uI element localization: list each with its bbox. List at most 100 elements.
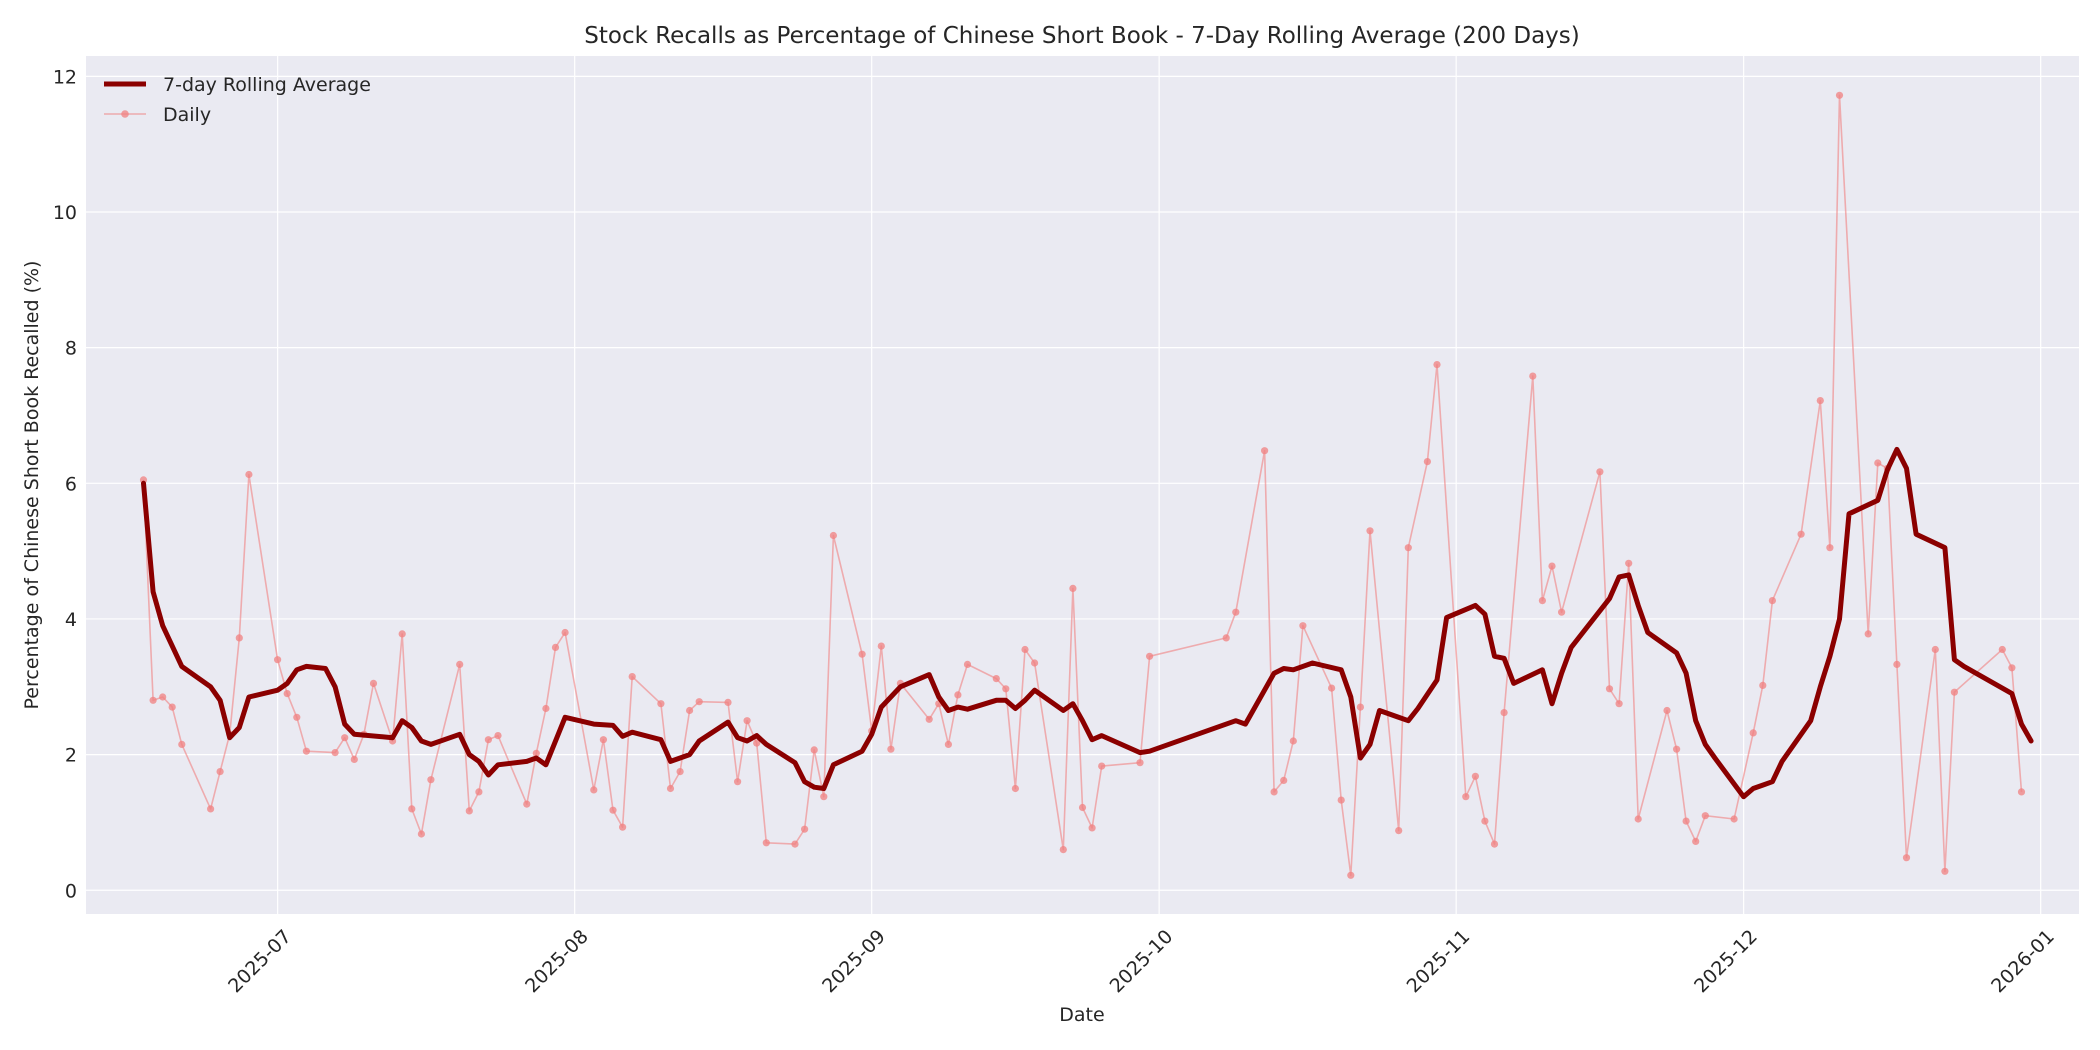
daily-point	[666, 784, 675, 793]
daily-point	[1692, 837, 1700, 846]
daily-point	[369, 679, 378, 688]
daily-point	[810, 746, 818, 754]
daily-point	[1749, 729, 1757, 737]
daily-point	[1538, 597, 1546, 605]
daily-point	[427, 776, 435, 784]
daily-point	[1941, 867, 1949, 875]
y-tick-label: 2	[65, 745, 77, 767]
daily-point	[1078, 803, 1087, 812]
daily-point	[1931, 645, 1939, 654]
rolling-average-line	[141, 446, 2034, 800]
daily-point	[1529, 372, 1537, 380]
daily-point	[1232, 608, 1240, 616]
daily-point	[1816, 397, 1824, 405]
daily-point	[1682, 817, 1690, 825]
daily-point	[1289, 737, 1297, 745]
daily-point	[1768, 597, 1776, 605]
daily-point	[1998, 645, 2006, 654]
daily-point	[551, 643, 560, 652]
daily-point	[274, 656, 282, 664]
daily-point	[657, 700, 665, 708]
daily-point	[523, 800, 531, 808]
daily-point	[1356, 703, 1364, 711]
plot-area	[86, 56, 2079, 914]
daily-point	[877, 642, 885, 650]
daily-point	[887, 745, 895, 753]
daily-point	[1471, 772, 1479, 780]
daily-point	[149, 696, 157, 704]
x-axis-label: Date	[1059, 1004, 1104, 1026]
daily-point	[1673, 745, 1681, 753]
daily-point	[1328, 684, 1336, 692]
daily-point	[1270, 788, 1278, 796]
rolling-series	[141, 446, 2034, 800]
daily-point	[1558, 608, 1566, 616]
daily-point	[599, 736, 608, 744]
daily-point	[1481, 817, 1489, 825]
daily-point	[2008, 664, 2016, 672]
daily-point	[1146, 652, 1154, 660]
daily-point	[724, 698, 732, 707]
daily-point	[542, 704, 550, 713]
daily-point	[1902, 854, 1911, 862]
legend-daily-label: Daily	[163, 104, 211, 126]
grid	[86, 56, 2079, 914]
daily-point	[944, 740, 953, 749]
daily-point	[820, 793, 828, 801]
legend-rolling-label: 7-day Rolling Average	[163, 74, 371, 96]
daily-point	[791, 840, 799, 848]
daily-point	[628, 673, 636, 681]
daily-point	[1625, 559, 1633, 567]
daily-point	[216, 768, 224, 776]
daily-point	[561, 628, 569, 637]
daily-point	[954, 691, 962, 699]
daily-point	[408, 805, 416, 813]
daily-point	[1059, 846, 1067, 854]
daily-point	[302, 747, 310, 755]
daily-point	[1548, 562, 1556, 570]
daily-point	[293, 713, 301, 721]
daily-point	[456, 660, 464, 669]
daily-point	[2017, 788, 2026, 796]
daily-point	[398, 630, 406, 638]
daily-point	[1395, 827, 1403, 835]
daily-point	[341, 734, 349, 742]
daily-point	[417, 830, 425, 838]
daily-point	[1280, 776, 1288, 785]
y-tick-label: 6	[65, 473, 77, 495]
daily-point	[331, 749, 339, 757]
daily-point	[1730, 815, 1738, 823]
daily-point	[465, 807, 473, 815]
daily-point	[1299, 622, 1307, 630]
y-axis-label: Percentage of Chinese Short Book Recalle…	[21, 261, 43, 710]
daily-point	[753, 739, 761, 747]
daily-point	[1893, 660, 1901, 669]
daily-point	[1596, 468, 1604, 476]
daily-point	[1347, 871, 1355, 879]
daily-point	[207, 805, 215, 813]
daily-point	[743, 717, 751, 725]
daily-point	[1337, 796, 1345, 804]
daily-point	[1634, 815, 1642, 823]
daily-point	[1088, 824, 1096, 832]
daily-point	[676, 768, 684, 776]
y-tick-label: 8	[65, 338, 77, 360]
daily-point	[1222, 634, 1230, 642]
daily-point	[245, 470, 253, 479]
daily-point	[1462, 793, 1470, 801]
daily-point	[590, 786, 598, 794]
daily-point	[858, 650, 866, 658]
daily-point	[762, 839, 770, 847]
daily-point	[475, 788, 483, 796]
daily-point	[235, 634, 243, 642]
daily-point	[1098, 762, 1106, 770]
daily-line	[142, 94, 2023, 877]
daily-point	[1701, 812, 1709, 820]
daily-point	[1835, 91, 1844, 99]
daily-point	[1069, 584, 1077, 593]
daily-point	[1826, 544, 1834, 552]
daily-point	[829, 531, 838, 540]
y-tick-label: 4	[65, 609, 77, 631]
